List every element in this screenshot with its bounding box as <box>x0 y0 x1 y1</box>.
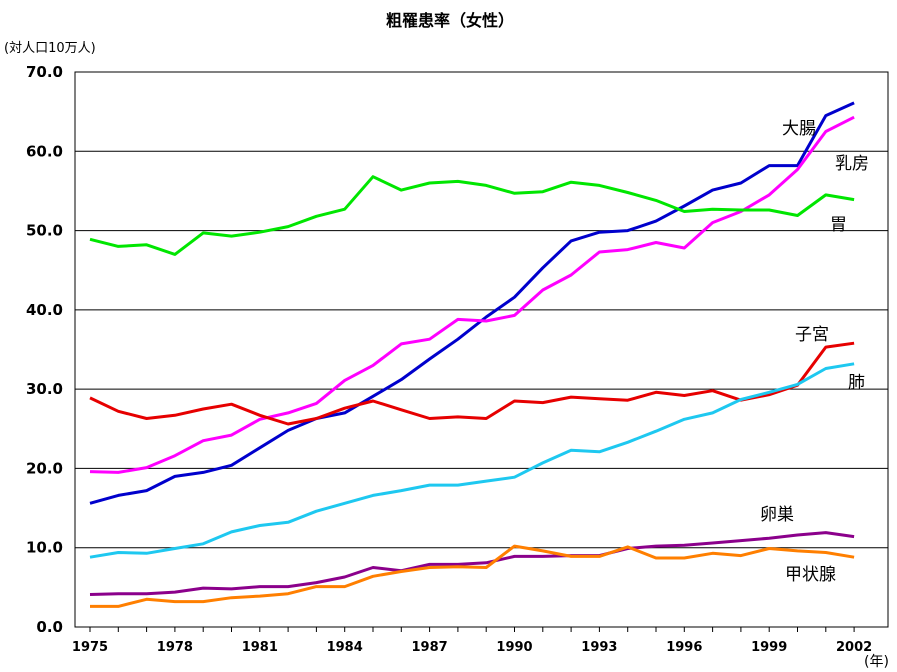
x-tick-label: 1984 <box>327 640 363 655</box>
series-line <box>89 115 855 474</box>
series-line <box>89 101 855 505</box>
y-tick-label: 70.0 <box>26 63 63 81</box>
gridlines <box>74 71 889 628</box>
series-label: 胃 <box>830 215 847 235</box>
y-axis-ticks: 0.0 10.0 20.0 30.0 40.0 50.0 60.0 70.0 <box>26 63 63 636</box>
y-tick-label: 10.0 <box>26 539 63 557</box>
x-tick-label: 2002 <box>836 640 872 655</box>
x-unit-label: (年) <box>864 654 889 670</box>
series-line <box>89 531 855 596</box>
series-lines <box>89 101 855 608</box>
series-line <box>90 544 855 608</box>
series-label: 卵巣 <box>760 505 794 525</box>
y-tick-label: 40.0 <box>26 301 63 319</box>
series-label: 肺 <box>848 373 865 393</box>
x-tick-label: 1978 <box>157 640 193 655</box>
series-line <box>89 341 855 426</box>
series-label: 乳房 <box>835 154 869 174</box>
series-label: 甲状腺 <box>785 565 836 585</box>
y-tick-label: 0.0 <box>36 618 63 636</box>
y-tick-label: 20.0 <box>26 459 63 477</box>
y-unit-label: (対人口10万人) <box>4 41 96 56</box>
x-tick-label: 1996 <box>666 640 702 655</box>
x-tick-label: 1999 <box>751 640 787 655</box>
x-tick-label: 1993 <box>581 640 617 655</box>
x-tick-label: 1987 <box>412 640 448 655</box>
y-tick-label: 50.0 <box>26 222 63 240</box>
series-line <box>89 362 855 559</box>
x-tick-label: 1975 <box>72 640 108 655</box>
series-label: 大腸 <box>782 119 816 139</box>
series-line <box>89 175 855 256</box>
y-tick-label: 60.0 <box>26 142 63 160</box>
x-tick-label: 1990 <box>496 640 532 655</box>
y-tick-label: 30.0 <box>26 380 63 398</box>
series-label: 子宮 <box>795 325 829 345</box>
x-tick-label: 1981 <box>242 640 278 655</box>
plot-frame <box>74 71 889 628</box>
x-axis-ticks: 1975 1978 1981 1984 1987 1990 1993 1996 1999 2002 <box>72 627 872 655</box>
chart-title: 粗罹患率（女性） <box>386 11 514 30</box>
